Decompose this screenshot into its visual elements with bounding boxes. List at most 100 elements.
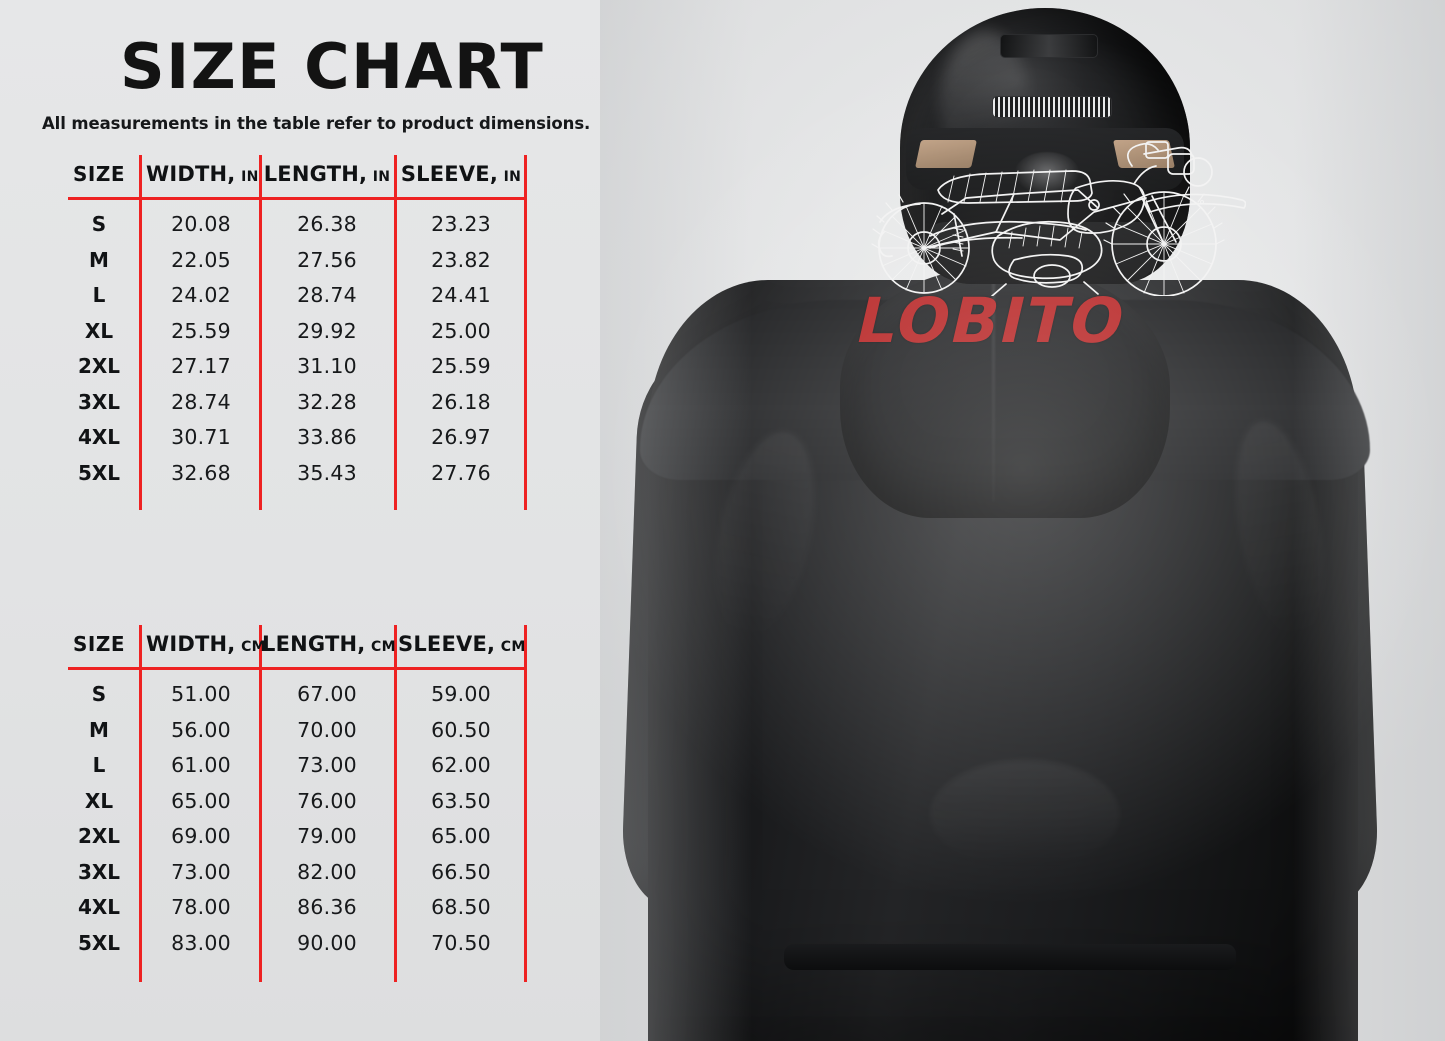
- col-header-width: WIDTH, CM: [146, 632, 266, 656]
- table-row: 3XL 28.74 32.28 26.18: [0, 390, 540, 426]
- cell-size: S: [91, 682, 107, 706]
- cell-size: 3XL: [77, 389, 121, 414]
- cell-length: 32.28: [297, 389, 357, 414]
- table-row: 2XL 27.17 31.10 25.59: [0, 354, 540, 390]
- cell-length: 82.00: [297, 859, 357, 884]
- cell-width: 83.00: [171, 930, 231, 955]
- cell-sleeve: 23.23: [431, 212, 491, 236]
- table-row: 2XL 69.00 79.00 65.00: [0, 824, 540, 860]
- cell-sleeve: 25.00: [431, 318, 491, 343]
- cell-width: 20.08: [171, 212, 231, 236]
- table-row: M 22.05 27.56 23.82: [0, 248, 540, 284]
- cell-length: 86.36: [297, 895, 357, 919]
- table-row: 3XL 73.00 82.00 66.50: [0, 860, 540, 896]
- col-header-width-unit: CM: [241, 639, 266, 655]
- table-row: 4XL 78.00 86.36 68.50: [0, 895, 540, 931]
- cell-size: 4XL: [77, 895, 121, 919]
- cell-sleeve: 63.50: [431, 788, 491, 813]
- table-row: L 61.00 73.00 62.00: [0, 753, 540, 789]
- cell-size: 5XL: [77, 460, 121, 485]
- col-header-length-unit: CM: [371, 639, 396, 655]
- table-body: S 20.08 26.38 23.23 M 22.05 27.56 23.82 …: [0, 212, 540, 496]
- page-subtitle: All measurements in the table refer to p…: [42, 114, 591, 133]
- col-header-sleeve-unit: IN: [503, 169, 522, 185]
- cell-length: 70.00: [297, 717, 357, 742]
- col-header-length-unit: IN: [372, 169, 391, 185]
- col-header-length: LENGTH, CM: [262, 632, 396, 656]
- cell-size: M: [89, 717, 109, 742]
- col-header-size: SIZE: [72, 632, 125, 656]
- table-row: XL 25.59 29.92 25.00: [0, 319, 540, 355]
- col-header-width: WIDTH, IN: [146, 162, 259, 186]
- cell-width: 78.00: [171, 895, 231, 919]
- table-row: S 51.00 67.00 59.00: [0, 682, 540, 718]
- cell-width: 27.17: [171, 354, 231, 378]
- cell-length: 76.00: [297, 788, 357, 813]
- cell-sleeve: 25.59: [431, 354, 491, 378]
- table-divider-3: [394, 625, 397, 982]
- cell-sleeve: 66.50: [431, 859, 491, 884]
- cell-sleeve: 62.00: [431, 753, 491, 777]
- table-row: M 56.00 70.00 60.50: [0, 718, 540, 754]
- cell-size: M: [89, 247, 109, 272]
- table-header-rule: [68, 667, 527, 670]
- cell-width: 69.00: [171, 824, 231, 848]
- cell-sleeve: 26.97: [431, 425, 491, 449]
- page-title: SIZE CHART: [120, 30, 545, 103]
- table-divider-1: [139, 155, 142, 510]
- col-header-sleeve: SLEEVE, IN: [400, 162, 522, 186]
- photo-vignette: [600, 0, 1445, 1041]
- col-header-length: LENGTH, IN: [263, 162, 391, 186]
- cell-length: 31.10: [297, 354, 357, 378]
- cell-length: 90.00: [297, 930, 357, 955]
- cell-size: 2XL: [77, 354, 121, 378]
- cell-sleeve: 59.00: [431, 682, 491, 706]
- cell-length: 35.43: [297, 460, 357, 485]
- table-body: S 51.00 67.00 59.00 M 56.00 70.00 60.50 …: [0, 682, 540, 966]
- product-photo: LOBITO: [600, 0, 1445, 1041]
- cell-length: 67.00: [297, 682, 357, 706]
- cell-sleeve: 68.50: [431, 895, 491, 919]
- table-divider-2: [259, 625, 262, 982]
- cell-width: 30.71: [171, 425, 231, 449]
- cell-size: XL: [84, 788, 114, 813]
- col-header-sleeve-unit: CM: [500, 639, 526, 655]
- table-row: S 20.08 26.38 23.23: [0, 212, 540, 248]
- col-header-width-unit: IN: [241, 169, 259, 185]
- cell-width: 56.00: [171, 717, 231, 742]
- cell-width: 65.00: [171, 788, 231, 813]
- cell-length: 28.74: [297, 283, 357, 307]
- col-header-sleeve: SLEEVE, CM: [398, 632, 526, 656]
- cell-width: 28.74: [171, 389, 231, 414]
- cell-size: L: [92, 753, 106, 777]
- cell-sleeve: 26.18: [431, 389, 491, 414]
- cell-width: 24.02: [171, 283, 231, 307]
- cell-size: 4XL: [77, 425, 121, 449]
- cell-width: 61.00: [171, 753, 231, 777]
- table-divider-4: [524, 625, 527, 982]
- table-divider-3: [394, 155, 397, 510]
- cell-sleeve: 24.41: [431, 283, 491, 307]
- cell-size: 3XL: [77, 859, 121, 884]
- cell-sleeve: 70.50: [431, 930, 491, 955]
- table-divider-1: [139, 625, 142, 982]
- cell-length: 26.38: [297, 212, 357, 236]
- table-row: XL 65.00 76.00 63.50: [0, 789, 540, 825]
- cell-size: XL: [84, 318, 114, 343]
- cell-sleeve: 23.82: [431, 247, 491, 272]
- cell-size: S: [91, 212, 107, 236]
- cell-sleeve: 60.50: [431, 717, 491, 742]
- size-chart-panel: SIZE CHART All measurements in the table…: [0, 0, 600, 1041]
- cell-sleeve: 27.76: [431, 460, 491, 485]
- table-divider-4: [524, 155, 527, 510]
- table-row: 5XL 83.00 90.00 70.50: [0, 931, 540, 967]
- table-header-rule: [68, 197, 527, 200]
- cell-length: 79.00: [297, 824, 357, 848]
- cell-size: 2XL: [77, 824, 121, 848]
- cell-width: 25.59: [171, 318, 231, 343]
- cell-length: 33.86: [297, 425, 357, 449]
- table-row: 4XL 30.71 33.86 26.97: [0, 425, 540, 461]
- cell-size: 5XL: [77, 930, 121, 955]
- cell-length: 73.00: [297, 753, 357, 777]
